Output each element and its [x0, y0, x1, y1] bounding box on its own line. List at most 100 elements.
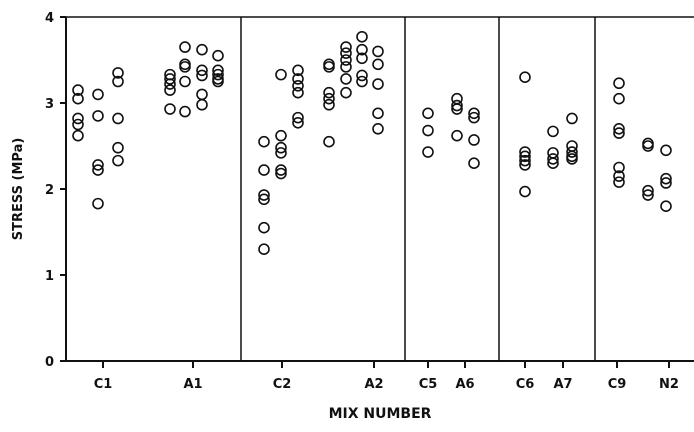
data-point-c6 [519, 185, 531, 198]
data-point-a6 [468, 134, 480, 146]
data-point-a1 [196, 98, 208, 111]
x-tick-label: C6 [516, 377, 535, 392]
data-point-a7 [547, 153, 559, 165]
data-point-a1 [196, 64, 208, 77]
data-point-n2 [642, 189, 654, 201]
data-point-c1 [92, 159, 104, 171]
x-tick-label: A6 [455, 377, 474, 392]
data-point-c2 [275, 68, 287, 81]
data-point-a2 [372, 45, 384, 58]
data-point-c2 [275, 147, 287, 159]
y-tick-label: 4 [45, 11, 54, 26]
data-point-a2 [372, 58, 384, 71]
data-point-a1 [196, 69, 208, 82]
y-ticks: 0 1 2 3 4 [45, 11, 66, 370]
data-point-a7 [566, 112, 578, 125]
data-point-c9 [613, 161, 625, 174]
data-point-c2 [258, 193, 270, 206]
x-tick-label: N2 [659, 377, 679, 392]
data-point-n2 [660, 144, 672, 157]
data-point-a2 [340, 86, 352, 99]
data-point-c9 [613, 77, 625, 90]
data-point-a6 [451, 99, 463, 112]
data-point-c9 [613, 170, 625, 182]
data-point-a1 [212, 75, 224, 88]
data-point-c2 [292, 73, 304, 85]
data-point-c9 [613, 123, 625, 135]
data-point-c1 [92, 164, 104, 176]
data-point-c9 [613, 92, 625, 105]
data-point-a1 [164, 103, 176, 115]
data-point-a1 [196, 43, 208, 56]
data-point-a6 [468, 111, 480, 124]
x-tick-label: A2 [364, 377, 383, 392]
y-tick-label: 1 [45, 269, 54, 284]
x-tick-label: A7 [553, 377, 572, 392]
data-point-a2 [323, 98, 335, 111]
data-point-c6 [519, 159, 531, 171]
data-point-a2 [323, 92, 335, 105]
y-tick-label: 3 [45, 97, 54, 112]
data-point-a2 [372, 78, 384, 90]
data-point-n2 [660, 177, 672, 189]
data-point-c1 [72, 129, 84, 142]
x-tick-label: C1 [94, 377, 113, 392]
data-point-c2 [275, 141, 287, 154]
data-point-a1 [179, 105, 191, 118]
data-point-c1 [92, 110, 104, 122]
data-point-c9 [613, 176, 625, 188]
data-point-a2 [323, 61, 335, 73]
x-ticks: C1 A1 C2 A2 C5 A6 C6 A7 C9 N2 [94, 361, 679, 392]
data-point-a1 [179, 61, 191, 73]
data-point-a2 [323, 86, 335, 99]
data-point-c1 [112, 154, 124, 167]
data-point-a1 [164, 73, 176, 85]
data-point-a1 [164, 78, 176, 90]
data-point-c9 [613, 127, 625, 139]
data-point-c5 [422, 124, 434, 137]
data-point-a2 [356, 43, 368, 56]
y-tick-label: 2 [45, 183, 54, 198]
data-point-a1 [179, 41, 191, 53]
x-tick-label: C5 [419, 377, 438, 392]
data-point-a6 [468, 157, 480, 169]
data-point-c2 [258, 135, 270, 148]
data-point-a2 [372, 107, 384, 120]
data-point-c5 [422, 107, 434, 120]
data-point-a6 [451, 129, 463, 142]
data-point-a2 [356, 75, 368, 88]
data-point-c6 [519, 150, 531, 163]
data-point-n2 [660, 172, 672, 185]
data-point-c2 [275, 167, 287, 180]
data-point-c1 [72, 112, 84, 125]
data-point-n2 [642, 184, 654, 197]
y-tick-label: 0 [45, 355, 54, 370]
data-point-c1 [112, 75, 124, 88]
y-axis-title: STRESS (MPa) [11, 138, 26, 241]
data-point-a7 [547, 157, 559, 169]
data-point-c1 [72, 84, 84, 96]
data-point-a6 [451, 103, 463, 115]
data-point-c1 [72, 92, 84, 105]
data-point-a2 [372, 123, 384, 135]
data-point-a1 [212, 64, 224, 77]
data-point-a2 [323, 135, 335, 148]
data-point-c6 [519, 154, 531, 167]
data-point-n2 [660, 200, 672, 212]
x-tick-label: C2 [273, 377, 292, 392]
data-point-n2 [642, 140, 654, 152]
data-point-c2 [292, 111, 304, 124]
data-point-c2 [292, 86, 304, 99]
data-point-a2 [340, 73, 352, 85]
data-point-c1 [92, 88, 104, 101]
data-point-a1 [212, 49, 224, 62]
data-point-c1 [92, 197, 104, 210]
data-point-a7 [547, 125, 559, 138]
data-point-c2 [258, 189, 270, 201]
data-point-a2 [356, 30, 368, 43]
data-point-a2 [340, 41, 352, 53]
data-point-a2 [356, 69, 368, 82]
x-axis-title: MIX NUMBER [329, 406, 432, 422]
data-point-a2 [340, 54, 352, 66]
